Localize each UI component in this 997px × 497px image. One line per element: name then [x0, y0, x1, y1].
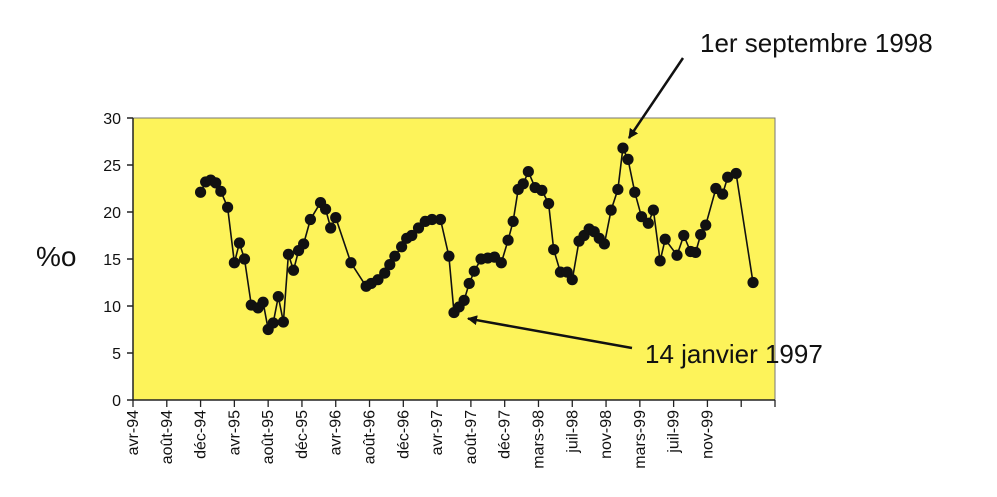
- y-tick-label: 25: [103, 158, 121, 175]
- data-point: [396, 241, 408, 253]
- y-tick-label: 0: [112, 393, 121, 410]
- data-point: [325, 222, 337, 234]
- data-point: [298, 238, 310, 250]
- x-tick-label: mars-98: [530, 410, 547, 469]
- y-axis-label: %o: [36, 241, 76, 272]
- data-point: [689, 246, 702, 259]
- x-tick-label: juil-99: [666, 410, 683, 454]
- x-tick-label: déc-96: [395, 410, 412, 459]
- y-tick-label: 15: [103, 252, 121, 269]
- data-point: [458, 294, 470, 306]
- data-point: [210, 177, 222, 189]
- data-point: [267, 317, 279, 329]
- data-point: [272, 291, 284, 303]
- data-point: [659, 233, 671, 245]
- x-tick-label: avr-97: [429, 410, 446, 455]
- y-tick-label: 30: [103, 111, 121, 128]
- x-tick-label: déc-95: [294, 410, 311, 459]
- x-tick-label: nov-98: [598, 410, 615, 459]
- data-point: [468, 265, 480, 277]
- data-point: [345, 257, 357, 269]
- data-point: [277, 316, 289, 328]
- x-tick-label: nov-99: [699, 410, 716, 459]
- data-point: [379, 267, 391, 279]
- data-point: [695, 228, 707, 241]
- data-point: [282, 248, 295, 260]
- data-point: [194, 186, 207, 198]
- data-point: [617, 142, 629, 154]
- x-tick-label: avr-94: [125, 410, 142, 455]
- data-point: [647, 204, 659, 216]
- data-point: [257, 296, 269, 308]
- data-point: [320, 203, 332, 215]
- x-tick-label: août-97: [463, 410, 480, 464]
- data-point: [548, 244, 560, 256]
- annotation-arrow: [467, 315, 633, 350]
- data-point: [622, 153, 634, 165]
- data-point: [233, 237, 246, 249]
- data-point: [730, 167, 742, 180]
- data-point: [330, 212, 342, 224]
- data-point: [747, 276, 759, 289]
- data-point: [507, 215, 519, 227]
- data-point: [389, 250, 401, 262]
- x-tick-label: avr-95: [226, 410, 243, 455]
- data-point: [517, 178, 529, 190]
- data-point: [566, 274, 578, 286]
- data-point: [495, 257, 507, 269]
- x-tick-label: déc-97: [497, 410, 514, 459]
- data-point: [722, 171, 734, 183]
- data-point: [654, 255, 666, 267]
- data-point: [522, 165, 534, 178]
- x-tick-label: déc-94: [193, 410, 210, 459]
- data-point: [304, 213, 316, 226]
- x-tick-label: août-94: [159, 410, 176, 464]
- data-point: [543, 197, 555, 210]
- data-point: [700, 219, 712, 231]
- x-tick-label: mars-99: [632, 410, 649, 469]
- x-tick-label: juil-98: [564, 410, 581, 454]
- data-point: [598, 238, 610, 250]
- annotation-label: 1er septembre 1998: [700, 28, 933, 58]
- annotations: 1er septembre 1998 14 janvier 1997: [467, 28, 933, 369]
- x-tick-label: août-95: [260, 410, 277, 464]
- data-point: [536, 184, 548, 196]
- data-point: [384, 259, 396, 271]
- y-axis-ticks: 0 5 10 15 20 25 30: [103, 111, 133, 410]
- data-point: [443, 250, 455, 262]
- data-point: [238, 253, 251, 265]
- y-tick-label: 20: [103, 205, 121, 222]
- data-point: [426, 213, 438, 226]
- data-point: [463, 277, 475, 290]
- data-point: [678, 229, 690, 242]
- x-tick-label: août-96: [362, 410, 379, 464]
- annotation-arrow: [627, 57, 685, 139]
- data-point: [629, 186, 641, 198]
- x-tick-label: avr-96: [328, 410, 345, 455]
- data-point: [642, 217, 654, 229]
- y-tick-label: 10: [103, 299, 121, 316]
- series-group: [194, 142, 759, 336]
- data-point: [434, 213, 447, 226]
- data-point: [605, 204, 617, 216]
- data-point: [717, 188, 729, 200]
- data-point: [215, 185, 227, 197]
- x-axis-ticks: avr-94 août-94 déc-94 avr-95 août-95 déc-95 av…: [125, 400, 776, 469]
- data-point: [671, 249, 683, 261]
- data-point: [228, 257, 240, 269]
- y-tick-label: 5: [112, 346, 121, 363]
- data-point: [287, 264, 300, 276]
- data-point: [222, 201, 234, 213]
- annotation-label: 14 janvier 1997: [645, 339, 823, 369]
- data-point: [612, 183, 624, 196]
- data-point: [502, 234, 514, 246]
- data-point: [406, 229, 418, 242]
